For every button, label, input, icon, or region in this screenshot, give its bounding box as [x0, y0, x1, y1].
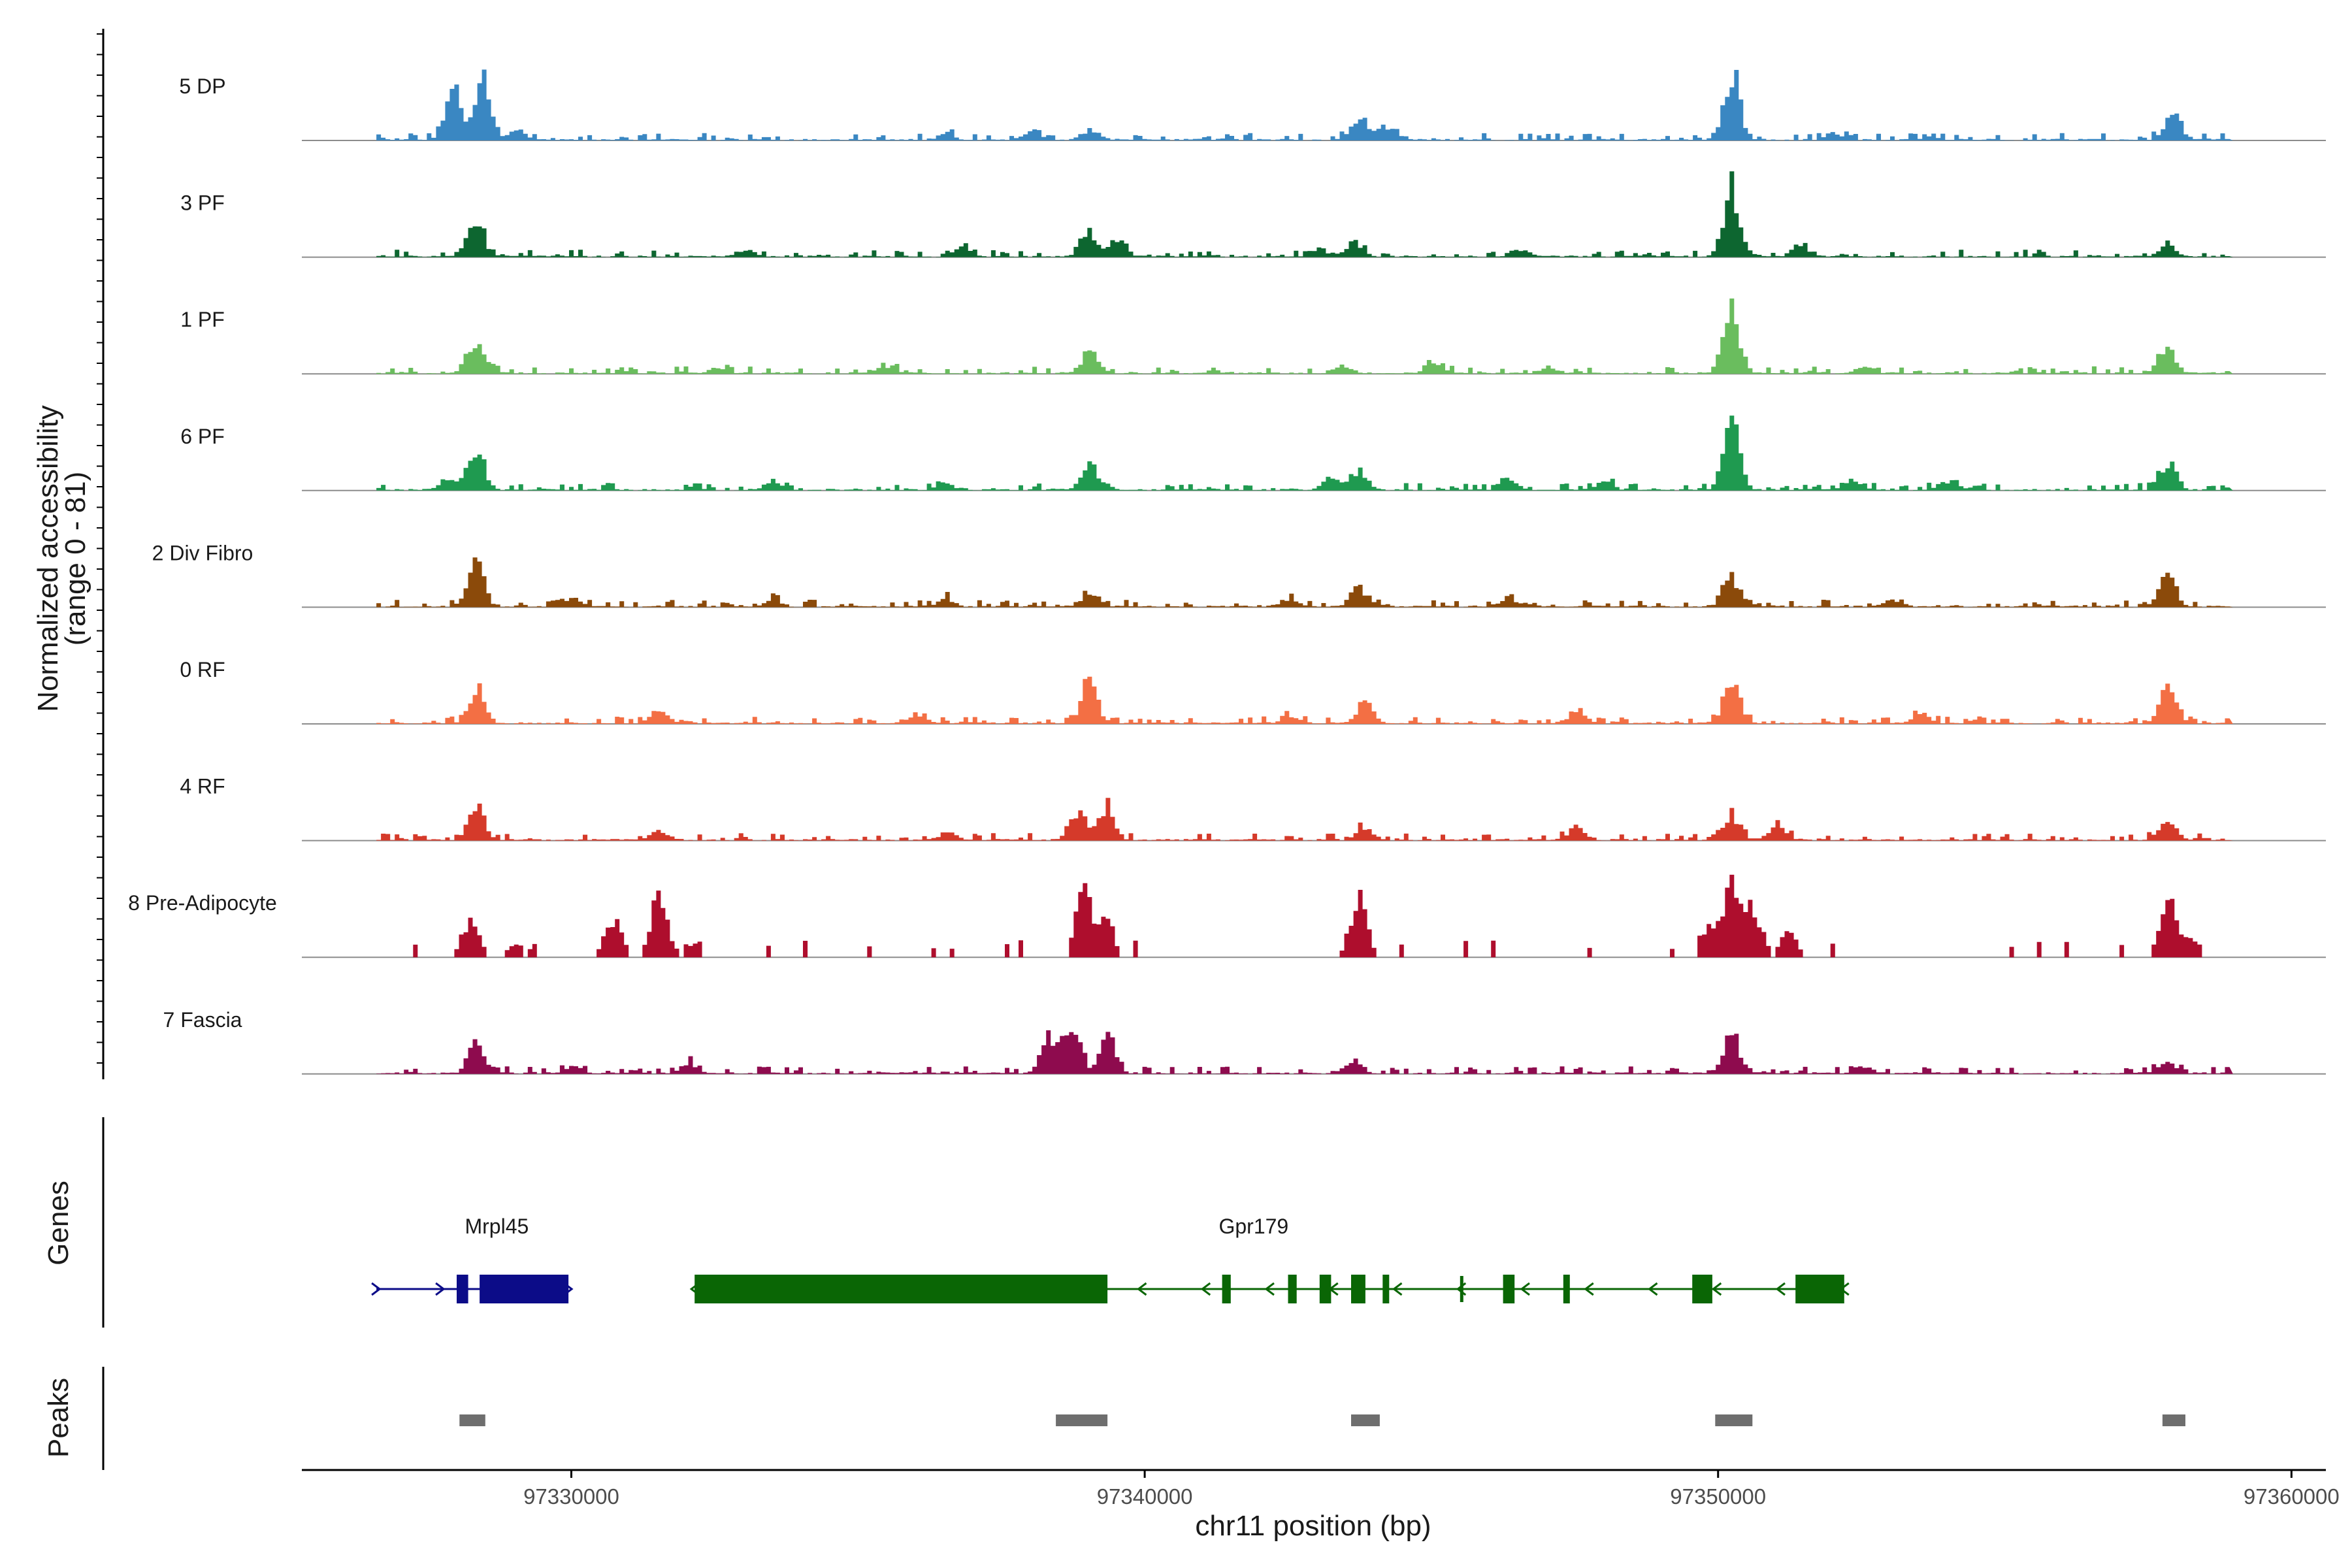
- track-label: 2 Div Fibro: [152, 541, 253, 564]
- peaks-panel: [459, 1414, 2185, 1426]
- y-axis-title-line1: Normalized accessibility: [32, 405, 64, 711]
- track-coverage-area: [376, 171, 2233, 257]
- strand-chevron: [371, 1282, 382, 1296]
- strand-chevron: [1648, 1282, 1658, 1296]
- strand-chevron: [1264, 1282, 1275, 1296]
- gene-exon: [694, 1275, 1108, 1303]
- gene-exon: [1288, 1275, 1297, 1303]
- strand-chevron: [1775, 1282, 1786, 1296]
- peak-region: [1715, 1414, 1753, 1426]
- strand-chevron: [435, 1282, 446, 1296]
- x-tick-label: 97330000: [523, 1484, 619, 1509]
- track-4: 2 Div Fibro: [152, 541, 2326, 608]
- gene-exon: [1319, 1275, 1331, 1303]
- gene-exon: [1795, 1275, 1844, 1303]
- gene-exon: [1351, 1275, 1365, 1303]
- strand-chevron: [1392, 1282, 1403, 1296]
- tracks-panel: 5 DP 3 PF 1 PF 6 PF 2 Div Fibro 0 RF 4 RF 8 Pre…: [128, 69, 2326, 1075]
- track-label: 8 Pre-Adipocyte: [128, 891, 277, 915]
- gene-mrpl45: Mrpl45: [371, 1215, 574, 1303]
- strand-chevron: [1520, 1282, 1530, 1296]
- peak-region: [2162, 1414, 2185, 1426]
- peak-region: [459, 1414, 485, 1426]
- track-label: 5 DP: [179, 74, 225, 98]
- track-2: 1 PF: [180, 298, 2326, 375]
- x-tick-label: 97340000: [1097, 1484, 1193, 1509]
- genes-panel: Mrpl45 Gpr179: [371, 1215, 1850, 1303]
- peak-region: [1056, 1414, 1108, 1426]
- gene-exon: [1563, 1275, 1570, 1303]
- x-tick-label: 97360000: [2244, 1484, 2340, 1509]
- track-coverage-area: [376, 69, 2233, 140]
- track-label: 3 PF: [180, 191, 225, 215]
- gene-exon: [480, 1275, 569, 1303]
- track-label: 1 PF: [180, 308, 225, 331]
- track-1: 3 PF: [180, 171, 2326, 258]
- gene-label: Gpr179: [1218, 1215, 1288, 1238]
- track-coverage-area: [376, 557, 2233, 608]
- track-label: 7 Fascia: [163, 1008, 242, 1032]
- strand-chevron: [1584, 1282, 1594, 1296]
- track-0: 5 DP: [179, 69, 2326, 141]
- track-3: 6 PF: [180, 416, 2326, 491]
- gene-gpr179: Gpr179: [689, 1215, 1850, 1303]
- x-axis-title: chr11 position (bp): [1195, 1510, 1431, 1542]
- strand-chevron: [1136, 1282, 1147, 1296]
- track-coverage-area: [376, 1030, 2233, 1074]
- track-coverage-area: [376, 298, 2233, 374]
- gene-exon: [1692, 1275, 1712, 1303]
- genes-panel-title: Genes: [42, 1181, 74, 1266]
- strand-chevron: [1200, 1282, 1211, 1296]
- peaks-panel-title: Peaks: [42, 1378, 74, 1458]
- gene-exon: [1382, 1275, 1390, 1303]
- peak-region: [1351, 1414, 1380, 1426]
- gene-exon: [1503, 1275, 1515, 1303]
- gene-label: Mrpl45: [465, 1215, 529, 1238]
- x-tick-label: 97350000: [1670, 1484, 1766, 1509]
- track-coverage-area: [376, 798, 2233, 841]
- track-label: 4 RF: [180, 775, 225, 798]
- track-5: 0 RF: [180, 658, 2326, 725]
- gene-exon: [1222, 1275, 1231, 1303]
- track-label: 6 PF: [180, 425, 225, 448]
- gene-intron-mark: [1460, 1276, 1463, 1302]
- track-coverage-area: [376, 416, 2233, 491]
- gene-exon: [457, 1275, 468, 1303]
- y-axis-title-line2: (range 0 - 81): [59, 472, 91, 646]
- track-label: 0 RF: [180, 658, 225, 681]
- track-8: 7 Fascia: [163, 1008, 2326, 1075]
- track-coverage-area: [376, 676, 2233, 724]
- strand-chevron: [1711, 1282, 1722, 1296]
- y-axis-ticks: [97, 33, 103, 1064]
- track-coverage-area: [376, 874, 2233, 958]
- track-7: 8 Pre-Adipocyte: [128, 874, 2326, 958]
- track-6: 4 RF: [180, 775, 2326, 841]
- x-axis-ticks: 97330000 97340000 97350000 97360000: [523, 1470, 2340, 1509]
